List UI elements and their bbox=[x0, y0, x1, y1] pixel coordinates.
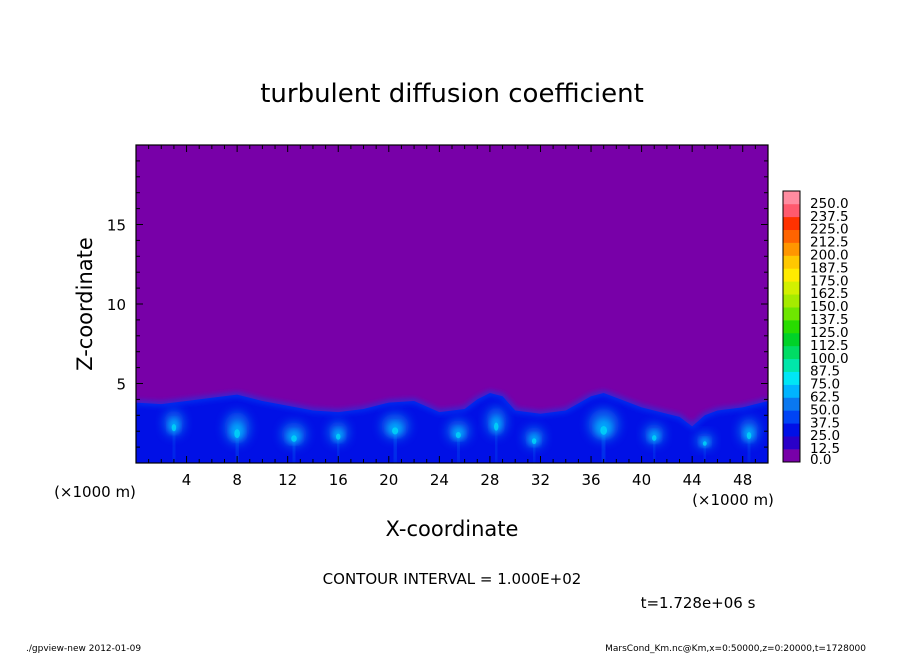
colorbar-label-20: 250.0 bbox=[810, 196, 849, 212]
plume-stem-6 bbox=[495, 421, 498, 463]
colorbar-label-14: 175.0 bbox=[810, 273, 849, 289]
colorbar-label-5: 62.5 bbox=[810, 389, 840, 405]
colorbar-label-4: 50.0 bbox=[810, 402, 840, 418]
colorbar-swatch-16 bbox=[783, 242, 800, 256]
colorbar-swatch-13 bbox=[783, 281, 800, 295]
colorbar-swatch-7 bbox=[783, 358, 800, 372]
colorbar-label-3: 37.5 bbox=[810, 415, 840, 431]
x-tick-label-36: 36 bbox=[581, 471, 600, 489]
colorbar-label-15: 187.5 bbox=[810, 260, 849, 276]
colorbar-swatch-1 bbox=[783, 436, 800, 450]
colorbar-swatch-8 bbox=[783, 345, 800, 360]
y-axis-unit: (×1000 m) bbox=[54, 483, 136, 501]
colorbar-swatch-2 bbox=[783, 423, 800, 437]
colorbar-swatch-14 bbox=[783, 268, 800, 282]
chart-title: turbulent diffusion coefficient bbox=[260, 79, 644, 109]
colorbar-swatch-9 bbox=[783, 332, 800, 347]
y-tick-label-10: 10 bbox=[107, 296, 126, 314]
colorbar-label-7: 87.5 bbox=[810, 364, 840, 380]
colorbar-swatch-20 bbox=[783, 191, 800, 205]
x-tick-label-48: 48 bbox=[733, 471, 752, 489]
plume-stem-1 bbox=[236, 428, 239, 463]
x-tick-label-44: 44 bbox=[683, 471, 702, 489]
colorbar-label-2: 25.0 bbox=[810, 428, 840, 444]
x-tick-label-4: 4 bbox=[182, 471, 192, 489]
colorbar-label-18: 225.0 bbox=[810, 222, 849, 238]
colorbar-swatch-10 bbox=[783, 320, 800, 334]
colorbar-label-16: 200.0 bbox=[810, 248, 849, 264]
plume-stem-5 bbox=[457, 431, 460, 463]
colorbar-swatch-15 bbox=[783, 255, 800, 269]
colorbar-frame bbox=[782, 190, 801, 463]
plume-stem-9 bbox=[653, 434, 656, 463]
y-axis-ticks: 5 10 15 bbox=[107, 160, 768, 448]
plume-stem-11 bbox=[748, 431, 750, 463]
time-label: t=1.728e+06 s bbox=[641, 594, 756, 612]
x-tick-label-28: 28 bbox=[480, 471, 499, 489]
colorbar-label-6: 75.0 bbox=[810, 377, 840, 393]
x-tick-label-40: 40 bbox=[632, 471, 651, 489]
colorbar bbox=[782, 190, 801, 463]
boundary-layer-edge bbox=[136, 391, 768, 429]
colorbar-label-10: 125.0 bbox=[810, 325, 849, 341]
x-axis-label: X-coordinate bbox=[386, 517, 519, 541]
colorbar-label-0: 0.0 bbox=[810, 452, 831, 468]
x-tick-label-32: 32 bbox=[531, 471, 550, 489]
colorbar-swatch-3 bbox=[783, 410, 800, 424]
colorbar-swatch-12 bbox=[783, 294, 800, 308]
x-axis-ticks: 4 8 12 16 20 24 28 32 36 40 44 48 bbox=[148, 145, 756, 489]
plume-stem-10 bbox=[704, 440, 706, 463]
colorbar-label-8: 100.0 bbox=[810, 351, 849, 367]
plume-stem-8 bbox=[602, 424, 605, 463]
colorbar-swatch-6 bbox=[783, 371, 800, 385]
y-tick-label-15: 15 bbox=[107, 217, 126, 235]
y-tick-label-5: 5 bbox=[116, 376, 126, 394]
boundary-layer-field bbox=[136, 391, 768, 463]
plume-stem-7 bbox=[533, 437, 535, 463]
x-tick-label-12: 12 bbox=[278, 471, 297, 489]
footer-right: MarsCond_Km.nc@Km,x=0:50000,z=0:20000,t=… bbox=[605, 644, 866, 654]
colorbar-labels: 0.012.525.037.550.062.575.087.5100.0112.… bbox=[810, 196, 849, 468]
colorbar-label-1: 12.5 bbox=[810, 441, 840, 457]
colorbar-swatch-18 bbox=[783, 216, 800, 231]
colorbar-label-11: 137.5 bbox=[810, 312, 849, 328]
x-tick-label-8: 8 bbox=[232, 471, 242, 489]
colorbar-swatch-11 bbox=[783, 307, 800, 321]
y-axis-label: Z-coordinate bbox=[73, 237, 97, 371]
plume-stem-3 bbox=[337, 432, 340, 463]
colorbar-label-12: 150.0 bbox=[810, 299, 849, 315]
plume-stem-2 bbox=[292, 434, 296, 463]
contour-interval-label: CONTOUR INTERVAL = 1.000E+02 bbox=[323, 570, 582, 588]
plume-stem-0 bbox=[173, 423, 175, 463]
x-axis-unit: (×1000 m) bbox=[692, 491, 774, 509]
x-tick-label-24: 24 bbox=[430, 471, 449, 489]
plume-stem-4 bbox=[394, 426, 397, 463]
colorbar-swatch-5 bbox=[783, 384, 800, 398]
colorbar-swatch-4 bbox=[783, 397, 800, 411]
x-tick-label-16: 16 bbox=[329, 471, 348, 489]
colorbar-swatch-17 bbox=[783, 229, 800, 243]
colorbar-label-19: 237.5 bbox=[810, 209, 849, 225]
colorbar-label-17: 212.5 bbox=[810, 235, 849, 251]
colorbar-swatch-0 bbox=[783, 449, 800, 463]
footer-left: ./gpview-new 2012-01-09 bbox=[26, 644, 141, 654]
colorbar-label-9: 112.5 bbox=[810, 338, 849, 354]
colorbar-swatch-19 bbox=[783, 203, 800, 218]
colorbar-label-13: 162.5 bbox=[810, 286, 849, 302]
x-tick-label-20: 20 bbox=[379, 471, 398, 489]
